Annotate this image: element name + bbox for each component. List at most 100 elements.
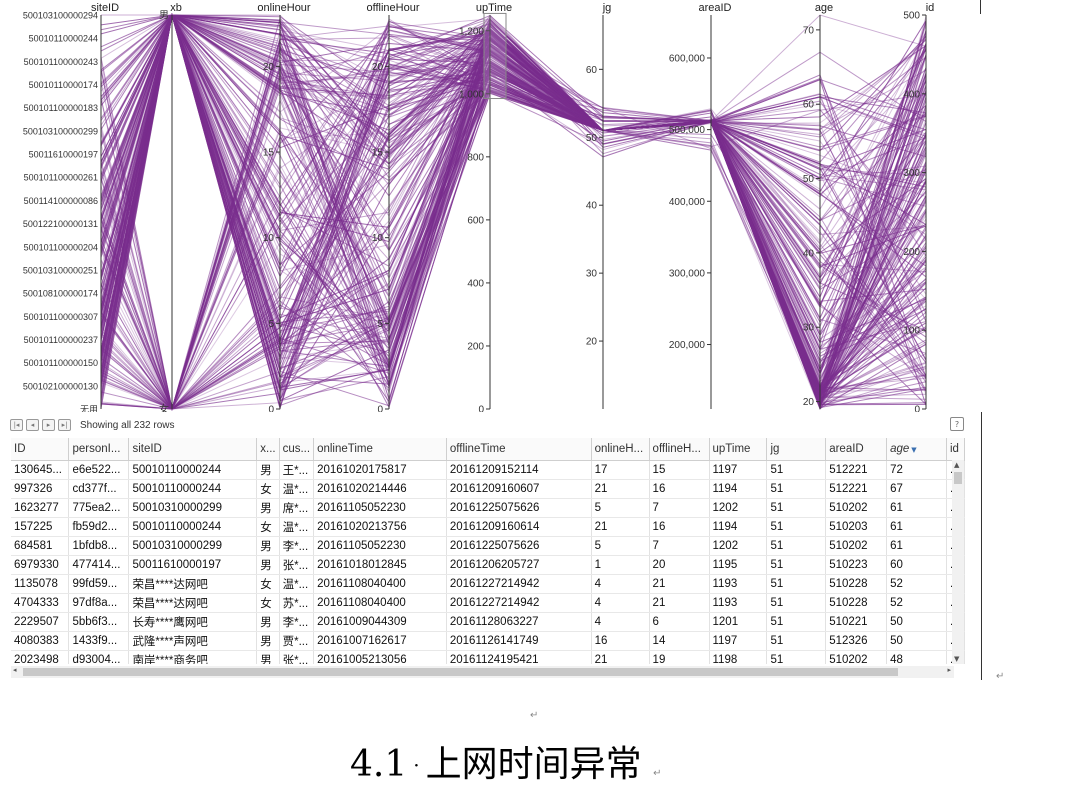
table-row[interactable]: 130645... e6e522... 50010110000244 男王*... 20…: [11, 460, 965, 480]
table-cell: 20161108040400: [313, 574, 447, 594]
scroll-left-icon[interactable]: ◂: [13, 666, 17, 674]
table-cell: 510203: [825, 517, 888, 537]
scroll-down-icon[interactable]: ▼: [954, 655, 960, 663]
horizontal-scrollbar[interactable]: ◂ ▸: [11, 666, 954, 678]
table-cell: 7: [649, 536, 710, 556]
table-row[interactable]: 6979330 477414... 50011610000197 男张*... 2016…: [11, 555, 965, 575]
table-cell: 6979330: [11, 555, 70, 575]
table-row[interactable]: 684581 1bfdb8... 50010310000299 男李*... 20161…: [11, 536, 965, 556]
tick-label: 1,200: [459, 26, 484, 37]
table-row[interactable]: 4080383 1433f9... 武隆****声网吧男贾*... 201610071…: [11, 631, 965, 651]
vertical-scroll-thumb[interactable]: [954, 472, 962, 484]
table-cell: 贾*...: [279, 631, 315, 651]
column-header-label: offlineTime: [449, 443, 506, 455]
table-cell: 16: [649, 517, 710, 537]
table-cell: 51: [766, 479, 827, 499]
table-cell: 50011610000197: [128, 555, 258, 575]
table-row[interactable]: 2023498 d93004... 南岸****商务吧男张*... 201610052…: [11, 650, 965, 664]
table-cell: 157225: [11, 517, 70, 537]
next-page-button[interactable]: ▸: [42, 419, 55, 431]
caption-title: 上网时间异常: [425, 744, 642, 785]
category-label: 500101100000261: [24, 173, 98, 183]
table-cell: 20161020214446: [313, 479, 447, 499]
axis-title[interactable]: onlineHour: [257, 2, 311, 14]
table-cell: 510228: [825, 593, 888, 613]
vertical-scrollbar[interactable]: ▲ ▼: [952, 460, 964, 664]
column-header[interactable]: personI...: [68, 438, 130, 461]
column-header[interactable]: offlineTime: [446, 438, 592, 461]
table-cell: 477414...: [68, 555, 130, 575]
table-cell: 997326: [11, 479, 70, 499]
category-label: 500102100000130: [23, 381, 98, 391]
column-header[interactable]: jg: [766, 438, 827, 461]
table-cell: 15: [649, 460, 710, 480]
tick-label: 5: [377, 319, 383, 330]
column-header[interactable]: age ▼: [886, 438, 947, 461]
table-cell: 20161209152114: [446, 460, 592, 480]
category-label: 500101100000183: [24, 103, 98, 113]
column-header[interactable]: siteID: [128, 438, 258, 461]
table-cell: 6: [649, 612, 710, 632]
lightbulb-icon[interactable]: ?: [950, 417, 964, 431]
prev-page-button[interactable]: ◂: [26, 419, 39, 431]
column-header[interactable]: areaID: [825, 438, 888, 461]
scroll-up-icon[interactable]: ▲: [954, 461, 960, 469]
parallel-coordinates-svg[interactable]: siteID5001031000002945001011000024450010…: [0, 0, 985, 412]
column-header[interactable]: onlineH...: [591, 438, 650, 461]
data-grid: ID personI... siteID x... cus... onlineTime of…: [11, 438, 965, 664]
last-page-button[interactable]: ▸|: [58, 419, 71, 431]
column-header[interactable]: upTime: [709, 438, 768, 461]
category-label: 500101100000204: [24, 242, 98, 252]
table-row[interactable]: 2229507 5bb6f3... 长寿****鹰网吧男李*... 201610090…: [11, 612, 965, 632]
tick-label: 10: [263, 233, 275, 244]
horizontal-scroll-thumb[interactable]: [23, 668, 898, 676]
table-cell: 51: [766, 612, 827, 632]
axis-title[interactable]: siteID: [91, 2, 119, 14]
table-cell: 20161206205727: [446, 555, 592, 575]
tick-label: 40: [803, 248, 815, 259]
tick-label: 10: [372, 233, 384, 244]
table-row[interactable]: 1135078 99fd59... 荣昌****达网吧女温*... 201611080…: [11, 574, 965, 594]
axis-title[interactable]: age: [815, 2, 833, 14]
table-cell: 女: [256, 574, 280, 594]
category-label: 50011610000197: [29, 150, 98, 160]
tick-label: 500: [903, 11, 920, 22]
table-cell: 97df8a...: [68, 593, 130, 613]
table-cell: 李*...: [279, 612, 315, 632]
axis-title[interactable]: xb: [170, 2, 182, 14]
table-cell: 1202: [709, 536, 768, 556]
table-cell: 男: [256, 555, 280, 575]
column-header[interactable]: offlineH...: [649, 438, 710, 461]
scroll-right-icon[interactable]: ▸: [947, 666, 951, 674]
column-header[interactable]: ID: [11, 438, 70, 461]
axis-title[interactable]: jg: [602, 2, 612, 14]
axis-title[interactable]: id: [926, 2, 935, 14]
table-cell: 20161105052230: [313, 498, 447, 518]
category-label: 500122100000131: [23, 219, 98, 229]
sort-desc-icon[interactable]: ▼: [911, 446, 917, 454]
table-row[interactable]: 1623277 775ea2... 50010310000299 男席*... 2016…: [11, 498, 965, 518]
table-row[interactable]: 157225 fb59d2... 50010110000244 女温*... 20161…: [11, 517, 965, 537]
table-cell: 50010110000244: [128, 517, 258, 537]
first-page-button[interactable]: |◂: [10, 419, 23, 431]
table-row[interactable]: 997326 cd377f... 50010110000244 女温*... 20161…: [11, 479, 965, 499]
axis-title[interactable]: areaID: [698, 2, 731, 14]
table-cell: 50: [886, 631, 947, 651]
table-cell: 20161225075626: [446, 536, 592, 556]
column-header[interactable]: onlineTime: [313, 438, 447, 461]
data-table: ID personI... siteID x... cus... onlineTime of…: [11, 438, 965, 664]
tick-label: 0: [377, 405, 383, 413]
table-cell: 温*...: [279, 517, 315, 537]
table-cell: 21: [591, 479, 650, 499]
axis-brush[interactable]: [483, 12, 507, 100]
column-header[interactable]: cus...: [279, 438, 315, 461]
column-header-label: personI...: [72, 443, 121, 455]
column-header[interactable]: id: [946, 438, 965, 461]
axis-title[interactable]: offlineHour: [367, 2, 420, 14]
axis-title[interactable]: upTime: [476, 2, 512, 14]
table-cell: 510202: [825, 650, 888, 664]
column-header[interactable]: x...: [256, 438, 280, 461]
parallel-coordinates-chart[interactable]: siteID 500103100000294 50010110000244 50010…: [0, 0, 985, 412]
table-row[interactable]: 4704333 97df8a... 荣昌****达网吧女苏*... 201611080…: [11, 593, 965, 613]
